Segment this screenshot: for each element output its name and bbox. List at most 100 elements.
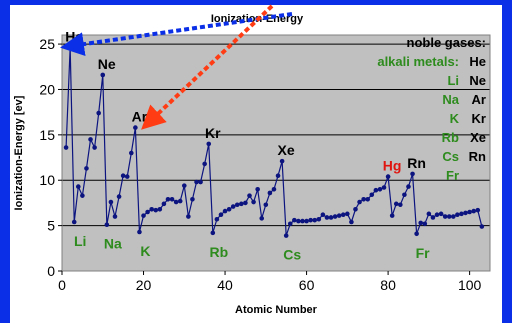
data-point <box>239 201 244 207</box>
data-point <box>361 196 366 202</box>
data-point <box>365 196 371 202</box>
data-point <box>275 173 281 178</box>
data-point <box>320 212 326 218</box>
data-point <box>169 196 175 202</box>
data-point <box>255 187 260 192</box>
legend-alkali-symbol: Li <box>447 73 459 88</box>
data-point <box>471 208 476 214</box>
annotation-fr: Fr <box>416 245 431 261</box>
legend-alkali-symbol: Cs <box>442 149 459 164</box>
legend-box: noble gases: alkali metals: He Li Ne Na Ar K K… <box>377 35 486 183</box>
x-tick-label: 80 <box>380 277 396 293</box>
data-point <box>226 206 232 212</box>
data-point <box>308 217 313 223</box>
data-point <box>214 216 220 222</box>
data-point <box>426 211 432 217</box>
legend-alkali-symbol: Fr <box>446 168 459 183</box>
y-tick-label: 0 <box>47 263 55 279</box>
data-point <box>336 213 342 218</box>
data-point <box>324 215 330 220</box>
data-point <box>145 209 150 215</box>
data-point <box>149 206 154 212</box>
data-point <box>259 216 265 221</box>
x-tick-label: 60 <box>299 277 315 293</box>
legend-noble-symbol: Rn <box>469 149 486 164</box>
data-point <box>251 199 256 205</box>
legend-pairs: He Li Ne Na Ar K Kr Rb Xe Cs Rn Fr <box>442 54 486 183</box>
data-point <box>267 190 273 196</box>
data-point <box>80 193 85 198</box>
data-point <box>104 222 110 228</box>
legend-noble-symbol: Ne <box>469 73 486 88</box>
legend-alkali-symbol: K <box>450 111 460 126</box>
legend-noble-symbol: Xe <box>470 130 486 145</box>
data-point <box>296 218 301 224</box>
data-point <box>410 171 415 177</box>
x-axis-ticks: 0 20 40 60 80 100 <box>58 271 482 293</box>
data-point <box>230 204 236 209</box>
data-point <box>357 199 362 205</box>
data-point <box>434 212 440 218</box>
data-point <box>137 229 142 235</box>
data-point <box>153 207 159 213</box>
annotation-k: K <box>140 243 150 259</box>
data-point <box>292 217 297 223</box>
data-point <box>173 199 179 205</box>
data-point <box>340 212 346 218</box>
data-point <box>76 184 81 189</box>
annotation-ne: Ne <box>98 56 116 72</box>
data-point <box>353 206 358 212</box>
y-tick-label: 15 <box>39 127 55 143</box>
y-tick-label: 10 <box>39 172 55 188</box>
data-point <box>141 213 146 218</box>
annotation-rb: Rb <box>209 244 228 260</box>
data-point <box>186 214 191 219</box>
data-point <box>218 212 224 218</box>
data-point <box>455 212 460 218</box>
y-axis-ticks: 0 5 10 15 20 25 <box>39 36 62 279</box>
y-tick-label: 5 <box>47 218 55 234</box>
frame-top <box>0 0 512 5</box>
data-point <box>234 202 240 208</box>
data-point <box>128 150 134 156</box>
data-point <box>422 221 428 227</box>
data-point <box>438 211 444 217</box>
data-point <box>385 174 391 179</box>
y-axis-label: Ionization-Energy [ev] <box>13 95 25 210</box>
legend-noble-symbol: Ar <box>472 92 486 107</box>
data-point <box>84 166 89 171</box>
red-arrow <box>141 4 274 130</box>
annotation-he: He <box>65 29 83 45</box>
data-point <box>414 231 419 237</box>
data-point <box>190 196 195 202</box>
y-tick-label: 25 <box>39 36 55 52</box>
data-point <box>181 183 187 188</box>
data-point <box>96 110 101 116</box>
series-points-group <box>63 45 485 238</box>
data-point <box>345 211 350 217</box>
annotation-rn: Rn <box>407 155 426 171</box>
data-point <box>116 194 122 199</box>
data-point <box>377 187 383 192</box>
x-tick-label: 100 <box>458 277 482 293</box>
x-tick-label: 40 <box>217 277 233 293</box>
data-point <box>467 209 472 215</box>
blue-arrow <box>60 12 293 57</box>
data-point <box>369 192 375 198</box>
data-point <box>389 213 395 218</box>
plot-border <box>61 34 491 272</box>
data-point <box>100 72 106 78</box>
annotation-hg: Hg <box>383 158 402 174</box>
plot-area <box>62 35 490 271</box>
data-point <box>157 206 163 212</box>
data-point <box>108 199 114 205</box>
data-point <box>463 210 468 216</box>
data-point <box>332 214 338 219</box>
data-point <box>124 174 130 179</box>
data-point <box>161 201 167 207</box>
legend-noble-symbol: Kr <box>472 111 486 126</box>
data-point <box>206 141 212 147</box>
data-point <box>349 219 354 225</box>
